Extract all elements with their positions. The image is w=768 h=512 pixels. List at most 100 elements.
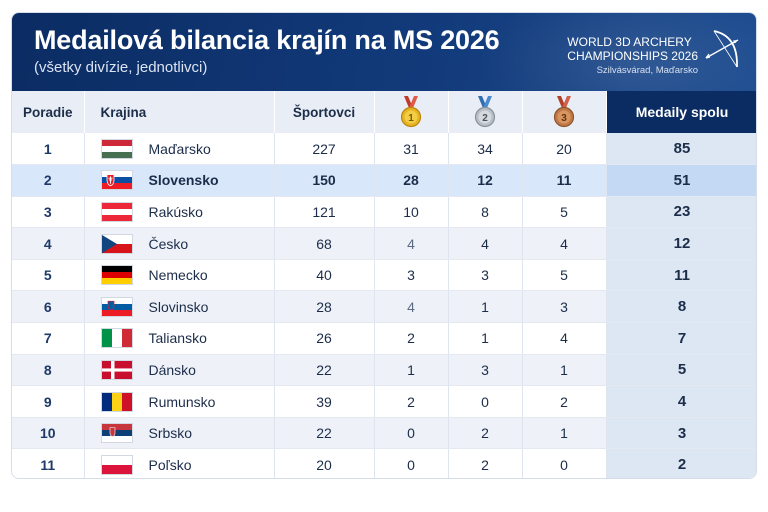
flag-italy-icon <box>100 328 133 349</box>
gold-cell: 0 <box>374 448 449 478</box>
table-row: 7 Taliansko 26 2 1 4 7 <box>12 322 756 355</box>
athletes-cell: 68 <box>274 227 375 260</box>
column-header-gold: 1 <box>374 91 449 133</box>
gold-cell: 0 <box>374 417 449 450</box>
bronze-cell: 0 <box>522 448 607 478</box>
silver-cell: 1 <box>448 322 523 355</box>
country-cell: Slovensko <box>84 164 275 197</box>
gold-medal-number: 1 <box>408 113 414 124</box>
total-cell: 7 <box>606 322 756 355</box>
flag-serbia-icon <box>100 423 133 444</box>
athletes-cell: 26 <box>274 322 375 355</box>
bronze-cell: 2 <box>522 385 607 418</box>
total-cell: 23 <box>606 196 756 229</box>
total-cell: 85 <box>606 133 756 166</box>
bronze-cell: 1 <box>522 354 607 387</box>
athletes-cell: 227 <box>274 133 375 166</box>
silver-cell: 2 <box>448 448 523 478</box>
athletes-cell: 40 <box>274 259 375 292</box>
rank-cell: 6 <box>12 290 85 324</box>
gold-cell: 2 <box>374 385 449 418</box>
country-name: Slovinsko <box>148 298 209 315</box>
gold-cell: 1 <box>374 354 449 387</box>
silver-cell: 0 <box>448 385 523 418</box>
country-cell: Slovinsko <box>84 290 275 324</box>
silver-cell: 3 <box>448 259 523 292</box>
total-cell: 5 <box>606 354 756 387</box>
event-name: WORLD 3D ARCHERY CHAMPIONSHIPS 2026 Szil… <box>567 35 698 78</box>
total-cell: 3 <box>606 417 756 450</box>
flag-czechia-icon <box>100 233 133 254</box>
table-row: 6 Slovinsko 28 4 1 3 8 <box>12 290 756 324</box>
rank-cell: 9 <box>12 385 85 418</box>
athletes-cell: 20 <box>274 448 375 478</box>
silver-cell: 12 <box>448 164 523 197</box>
flag-hungary-icon <box>100 138 133 159</box>
silver-cell: 4 <box>448 227 523 260</box>
total-cell: 12 <box>606 227 756 260</box>
bow-and-arrow-icon <box>705 30 739 68</box>
silver-cell: 1 <box>448 290 523 324</box>
bronze-cell: 20 <box>522 133 607 166</box>
medal-table-card: Medailová bilancia krajín na MS 2026 (vš… <box>11 12 757 479</box>
total-cell: 51 <box>606 164 756 197</box>
bronze-cell: 11 <box>522 164 607 197</box>
flag-austria-icon <box>100 201 133 222</box>
rank-cell: 3 <box>12 196 85 229</box>
table-row: 9 Rumunsko 39 2 0 2 4 <box>12 385 756 418</box>
table-row: 3 Rakúsko 121 10 8 5 23 <box>12 196 756 229</box>
country-name: Srbsko <box>148 425 193 442</box>
silver-cell: 3 <box>448 354 523 387</box>
flag-slovakia-icon <box>100 170 133 191</box>
country-name: Rumunsko <box>148 393 216 410</box>
column-header-silver: 2 <box>448 91 523 133</box>
athletes-cell: 22 <box>274 354 375 387</box>
table-row: 8 Dánsko 22 1 3 1 5 <box>12 354 756 387</box>
event-location: Szilvásvárad, Maďarsko <box>596 65 698 76</box>
rank-cell: 10 <box>12 417 85 450</box>
table-body: 1 Maďarsko 227 31 34 20 85 2 Slovensko 150 28 12 11 5… <box>12 133 756 478</box>
rank-cell: 8 <box>12 354 85 387</box>
page-subtitle: (všetky divízie, jednotlivci) <box>34 59 208 76</box>
country-cell: Poľsko <box>84 448 275 478</box>
country-cell: Rakúsko <box>84 196 275 229</box>
athletes-cell: 28 <box>274 290 375 324</box>
column-header-total: Medaily spolu <box>606 91 756 133</box>
flag-romania-icon <box>100 391 133 412</box>
country-cell: Maďarsko <box>84 133 275 166</box>
rank-cell: 2 <box>12 164 85 197</box>
country-name: Slovensko <box>148 172 219 189</box>
gold-cell: 4 <box>374 290 449 324</box>
silver-cell: 2 <box>448 417 523 450</box>
column-header-bronze: 3 <box>522 91 607 133</box>
table-header-row: Poradie Krajina Športovci 1 <box>12 91 756 133</box>
rank-cell: 4 <box>12 227 85 260</box>
medal-table: Poradie Krajina Športovci 1 <box>12 91 756 478</box>
gold-cell: 31 <box>374 133 449 166</box>
silver-medal-number: 2 <box>482 113 488 124</box>
bronze-cell: 1 <box>522 417 607 450</box>
table-row: 11 Poľsko 20 0 2 0 2 <box>12 448 756 478</box>
flag-denmark-icon <box>100 359 133 380</box>
total-cell: 2 <box>606 448 756 478</box>
bronze-cell: 5 <box>522 196 607 229</box>
total-cell: 4 <box>606 385 756 418</box>
rank-cell: 11 <box>12 448 85 478</box>
flag-poland-icon <box>100 454 133 475</box>
gold-cell: 28 <box>374 164 449 197</box>
gold-cell: 3 <box>374 259 449 292</box>
page-title: Medailová bilancia krajín na MS 2026 <box>34 25 500 55</box>
country-name: Dánsko <box>148 361 196 378</box>
country-cell: Srbsko <box>84 417 275 450</box>
gold-medal-icon: 1 <box>400 96 422 128</box>
athletes-cell: 121 <box>274 196 375 229</box>
athletes-cell: 150 <box>274 164 375 197</box>
country-name: Poľsko <box>148 456 192 473</box>
column-header-rank: Poradie <box>12 91 85 133</box>
country-name: Rakúsko <box>148 203 203 220</box>
table-row: 2 Slovensko 150 28 12 11 51 <box>12 164 756 197</box>
flag-slovenia-icon <box>100 296 133 317</box>
country-cell: Taliansko <box>84 322 275 355</box>
country-name: Česko <box>148 235 189 252</box>
rank-cell: 7 <box>12 322 85 355</box>
